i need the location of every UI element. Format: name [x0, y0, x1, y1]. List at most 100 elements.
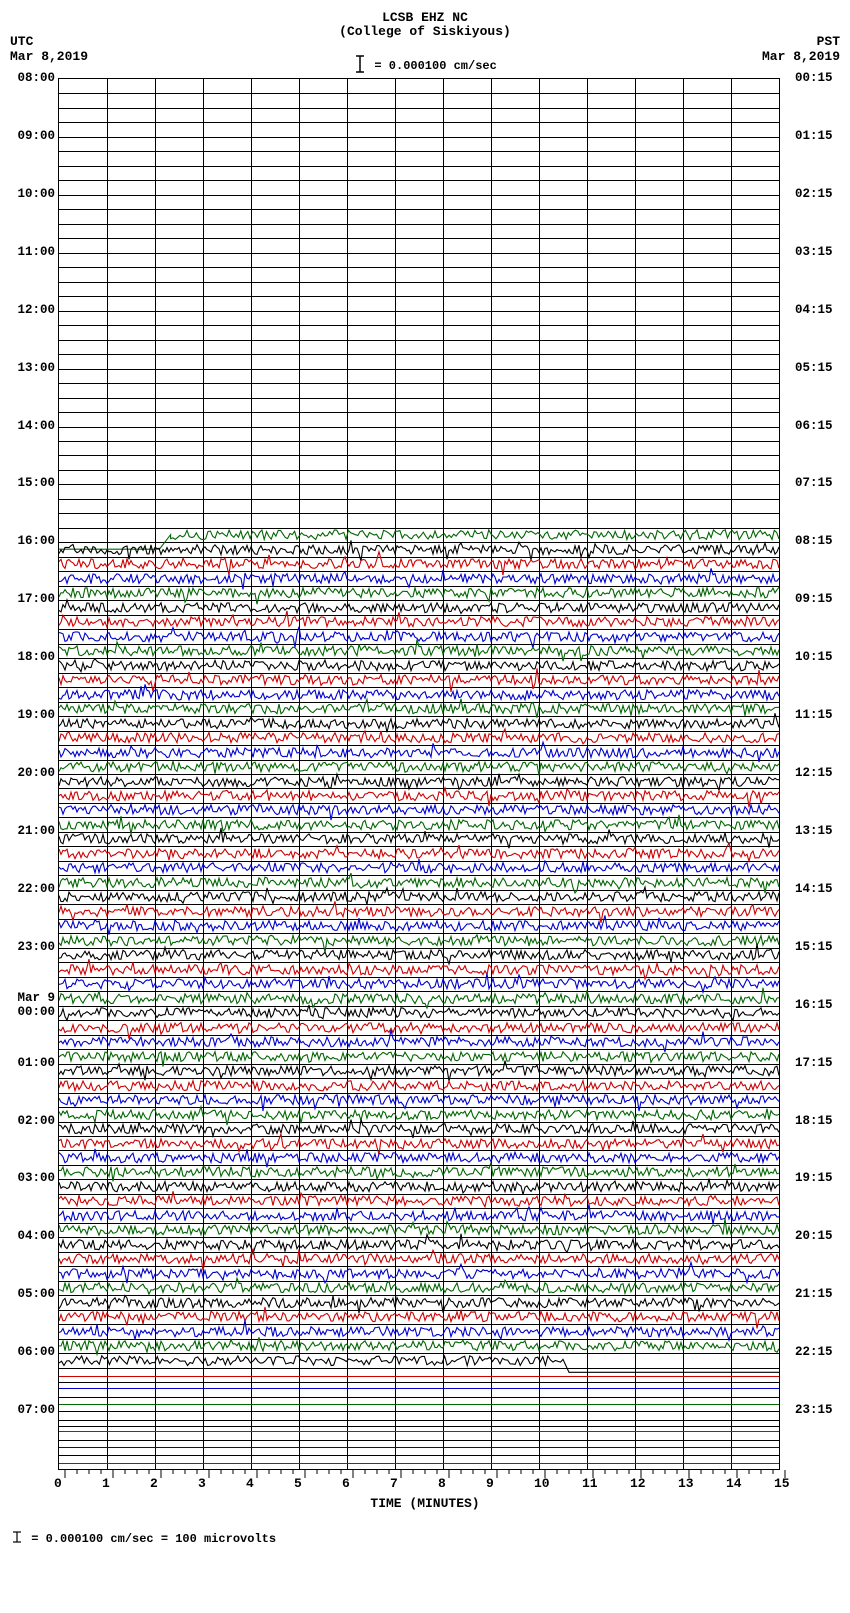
right-hour-label: 22:15: [795, 1345, 833, 1359]
horizontal-gridline: [59, 180, 779, 181]
horizontal-gridline: [59, 1382, 779, 1383]
left-tz-label: UTC: [10, 34, 33, 49]
right-hour-label: 01:15: [795, 129, 833, 143]
station-subtitle: (College of Siskiyous): [10, 24, 840, 39]
right-hour-label: 06:15: [795, 419, 833, 433]
horizontal-gridline: [59, 122, 779, 123]
x-tick-label: 9: [486, 1476, 494, 1491]
scale-legend: = 0.000100 cm/sec: [10, 54, 840, 78]
horizontal-gridline: [59, 427, 779, 428]
x-tick-label: 0: [54, 1476, 62, 1491]
horizontal-gridline: [59, 253, 779, 254]
x-tick-label: 10: [534, 1476, 550, 1491]
right-hour-label: 18:15: [795, 1114, 833, 1128]
left-hour-label: 10:00: [17, 187, 55, 201]
right-hour-label: 05:15: [795, 361, 833, 375]
horizontal-gridline: [59, 455, 779, 456]
right-hour-label: 14:15: [795, 882, 833, 896]
right-hour-label: 08:15: [795, 534, 833, 548]
seismic-trace-flat: [59, 1388, 779, 1389]
right-hour-labels: 00:1501:1502:1503:1504:1505:1506:1507:15…: [795, 78, 840, 1468]
x-tick-label: 7: [390, 1476, 398, 1491]
right-hour-label: 12:15: [795, 766, 833, 780]
x-tick-label: 2: [150, 1476, 158, 1491]
right-hour-label: 20:15: [795, 1229, 833, 1243]
x-tick-label: 5: [294, 1476, 302, 1491]
chart-header: LCSB EHZ NC (College of Siskiyous) UTC M…: [10, 10, 840, 70]
left-hour-labels: 08:0009:0010:0011:0012:0013:0014:0015:00…: [10, 78, 55, 1468]
right-hour-label: 03:15: [795, 245, 833, 259]
left-hour-label: 03:00: [17, 1171, 55, 1185]
x-tick-label: 1: [102, 1476, 110, 1491]
footer-scale-text: = 0.000100 cm/sec = 100 microvolts: [31, 1532, 276, 1546]
left-hour-label: Mar 900:00: [17, 991, 55, 1019]
right-hour-label: 21:15: [795, 1287, 833, 1301]
left-hour-label: 15:00: [17, 476, 55, 490]
left-hour-label: 09:00: [17, 129, 55, 143]
station-title: LCSB EHZ NC: [10, 10, 840, 25]
x-tick-label: 15: [774, 1476, 790, 1491]
horizontal-gridline: [59, 412, 779, 413]
seismic-trace-flat: [59, 1404, 779, 1405]
horizontal-gridline: [59, 369, 779, 370]
left-hour-label: 11:00: [17, 245, 55, 259]
right-hour-label: 00:15: [795, 71, 833, 85]
right-hour-label: 13:15: [795, 824, 833, 838]
left-hour-label: 16:00: [17, 534, 55, 548]
horizontal-gridline: [59, 151, 779, 152]
seismic-trace-flat: [59, 1447, 779, 1448]
x-tick-label: 8: [438, 1476, 446, 1491]
horizontal-gridline: [59, 1455, 779, 1456]
horizontal-gridline: [59, 1397, 779, 1398]
horizontal-gridline: [59, 383, 779, 384]
x-tick-label: 14: [726, 1476, 742, 1491]
x-tick-label: 6: [342, 1476, 350, 1491]
x-axis-title: TIME (MINUTES): [58, 1496, 792, 1511]
seismic-trace-flat: [59, 1431, 779, 1432]
right-hour-label: 04:15: [795, 303, 833, 317]
horizontal-gridline: [59, 311, 779, 312]
left-hour-label: 02:00: [17, 1114, 55, 1128]
left-hour-label: 01:00: [17, 1056, 55, 1070]
seismic-trace-flat: [59, 1376, 779, 1377]
horizontal-gridline: [59, 354, 779, 355]
horizontal-gridline: [59, 296, 779, 297]
left-hour-label: 21:00: [17, 824, 55, 838]
x-axis: TIME (MINUTES) 0123456789101112131415: [58, 1470, 792, 1510]
horizontal-gridline: [59, 238, 779, 239]
horizontal-gridline: [59, 108, 779, 109]
right-hour-label: 23:15: [795, 1403, 833, 1417]
horizontal-gridline: [59, 325, 779, 326]
scale-text: = 0.000100 cm/sec: [374, 59, 496, 73]
left-hour-label: 22:00: [17, 882, 55, 896]
horizontal-gridline: [59, 166, 779, 167]
right-hour-label: 09:15: [795, 592, 833, 606]
right-hour-label: 16:15: [795, 998, 833, 1012]
seismic-trace-flat: [59, 1420, 779, 1421]
plot-area: 08:0009:0010:0011:0012:0013:0014:0015:00…: [10, 78, 840, 1470]
horizontal-gridline: [59, 441, 779, 442]
horizontal-gridline: [59, 398, 779, 399]
horizontal-gridline: [59, 195, 779, 196]
x-tick-label: 13: [678, 1476, 694, 1491]
horizontal-gridline: [59, 1426, 779, 1427]
horizontal-gridline: [59, 340, 779, 341]
x-tick-label: 11: [582, 1476, 598, 1491]
right-tz-label: PST: [817, 34, 840, 49]
horizontal-gridline: [59, 267, 779, 268]
horizontal-gridline: [59, 470, 779, 471]
left-hour-label: 06:00: [17, 1345, 55, 1359]
seismic-trace-flat: [59, 1463, 779, 1464]
x-tick-label: 12: [630, 1476, 646, 1491]
left-hour-label: 17:00: [17, 592, 55, 606]
left-hour-label: 04:00: [17, 1229, 55, 1243]
right-hour-label: 19:15: [795, 1171, 833, 1185]
footer-scale: = 0.000100 cm/sec = 100 microvolts: [10, 1530, 840, 1548]
right-hour-label: 11:15: [795, 708, 833, 722]
right-hour-label: 07:15: [795, 476, 833, 490]
horizontal-gridline: [59, 224, 779, 225]
left-hour-label: 18:00: [17, 650, 55, 664]
seismogram-plot: [58, 78, 780, 1470]
right-hour-label: 02:15: [795, 187, 833, 201]
horizontal-gridline: [59, 484, 779, 485]
